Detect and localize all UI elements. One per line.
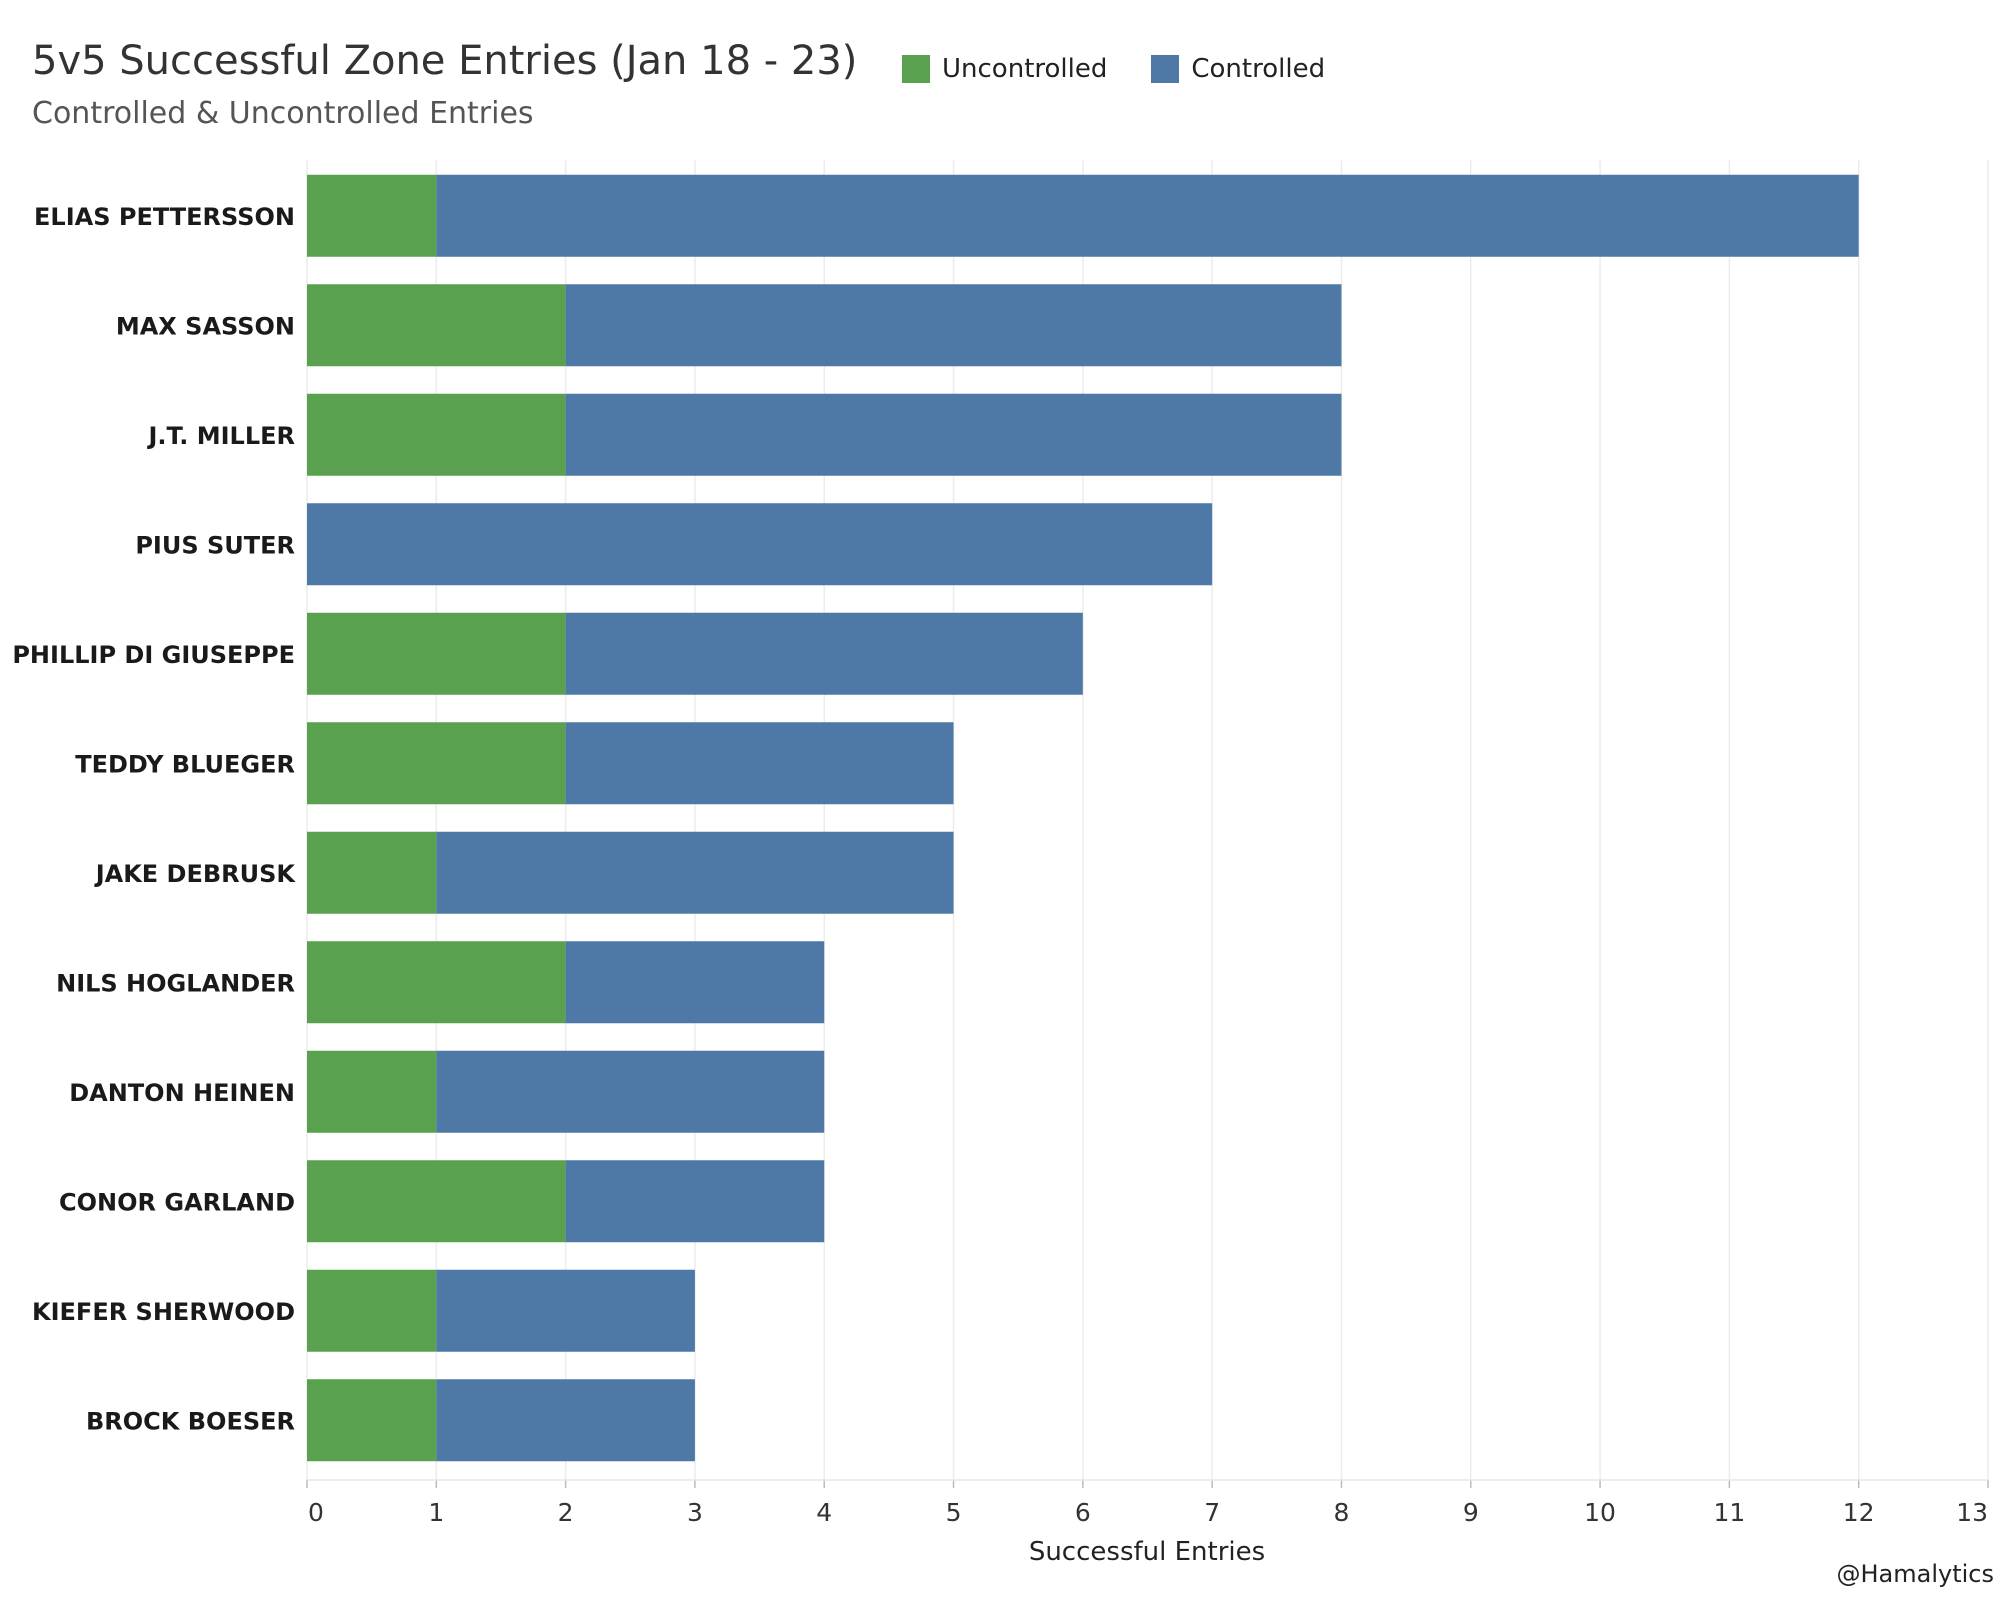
legend-swatch-uncontrolled	[902, 55, 930, 83]
chart-subtitle: Controlled & Uncontrolled Entries	[32, 96, 534, 131]
bar-uncontrolled-6[interactable]	[307, 831, 437, 914]
bar-uncontrolled-2[interactable]	[307, 393, 566, 476]
x-tick-label-1: 1	[428, 1498, 444, 1527]
category-label-11: BROCK BOESER	[86, 1407, 295, 1435]
category-label-10: KIEFER SHERWOOD	[32, 1298, 295, 1326]
bar-controlled-2[interactable]	[565, 393, 1342, 476]
bar-uncontrolled-4[interactable]	[307, 612, 566, 695]
category-labels: ELIAS PETTERSSON MAX SASSON J.T. MILLER PIU…	[12, 203, 296, 1436]
x-tick-label-6: 6	[1075, 1498, 1091, 1527]
bar-uncontrolled-9[interactable]	[307, 1160, 566, 1243]
bar-uncontrolled-0[interactable]	[307, 174, 437, 257]
bar-uncontrolled-8[interactable]	[307, 1050, 437, 1133]
x-tick-label-5: 5	[946, 1498, 962, 1527]
x-tick-label-9: 9	[1463, 1498, 1479, 1527]
bar-controlled-10[interactable]	[436, 1269, 695, 1352]
x-tick-label-12: 12	[1843, 1498, 1875, 1527]
x-axis-title: Successful Entries	[1029, 1537, 1265, 1567]
x-tick-label-7: 7	[1204, 1498, 1220, 1527]
bar-uncontrolled-5[interactable]	[307, 722, 566, 805]
x-tick-label-4: 4	[816, 1498, 832, 1527]
category-label-4: PHILLIP DI GIUSEPPE	[12, 641, 295, 669]
bar-uncontrolled-10[interactable]	[307, 1269, 437, 1352]
bar-controlled-3[interactable]	[307, 503, 1213, 586]
bar-controlled-0[interactable]	[436, 174, 1859, 257]
bar-controlled-9[interactable]	[565, 1160, 825, 1243]
bar-uncontrolled-7[interactable]	[307, 941, 566, 1024]
x-axis-ticks: 0 1 2 3 4 5 6 7 8 9 10 11 12 13	[306, 1479, 1989, 1527]
category-label-3: PIUS SUTER	[135, 531, 295, 559]
x-tick-label-2: 2	[558, 1498, 574, 1527]
chart-title: 5v5 Successful Zone Entries (Jan 18 - 23…	[32, 38, 858, 84]
bar-controlled-6[interactable]	[436, 831, 954, 914]
x-tick-label-11: 11	[1713, 1498, 1745, 1527]
category-label-6: JAKE DEBRUSK	[94, 860, 297, 888]
grid-layer	[306, 160, 1989, 1480]
bar-controlled-4[interactable]	[565, 612, 1083, 695]
category-label-7: NILS HOGLANDER	[56, 969, 295, 997]
bar-uncontrolled-1[interactable]	[307, 284, 566, 367]
category-label-0: ELIAS PETTERSSON	[34, 203, 295, 231]
credit-label: @Hamalytics	[1836, 1560, 1995, 1588]
x-tick-label-3: 3	[687, 1498, 703, 1527]
x-tick-label-10: 10	[1584, 1498, 1616, 1527]
bar-controlled-7[interactable]	[565, 941, 825, 1024]
category-label-5: TEDDY BLUEGER	[75, 750, 295, 778]
x-tick-label-8: 8	[1334, 1498, 1350, 1527]
legend-label-uncontrolled: Uncontrolled	[942, 54, 1108, 84]
legend-label-controlled: Controlled	[1191, 54, 1326, 84]
bar-controlled-5[interactable]	[565, 722, 954, 805]
x-tick-label-0: 0	[308, 1498, 324, 1527]
bar-controlled-11[interactable]	[436, 1379, 695, 1462]
category-label-2: J.T. MILLER	[146, 422, 295, 450]
legend: Uncontrolled Controlled	[902, 54, 1369, 84]
legend-item-controlled: Controlled	[1151, 54, 1325, 84]
category-label-1: MAX SASSON	[116, 312, 295, 340]
x-tick-label-13: 13	[1956, 1498, 1988, 1527]
bar-controlled-8[interactable]	[436, 1050, 825, 1133]
category-label-8: DANTON HEINEN	[69, 1079, 295, 1107]
bar-layer	[307, 174, 1859, 1462]
bar-controlled-1[interactable]	[565, 284, 1342, 367]
legend-swatch-controlled	[1151, 55, 1180, 83]
category-label-9: CONOR GARLAND	[59, 1188, 295, 1216]
legend-item-uncontrolled: Uncontrolled	[902, 54, 1107, 84]
bar-uncontrolled-11[interactable]	[307, 1379, 437, 1462]
